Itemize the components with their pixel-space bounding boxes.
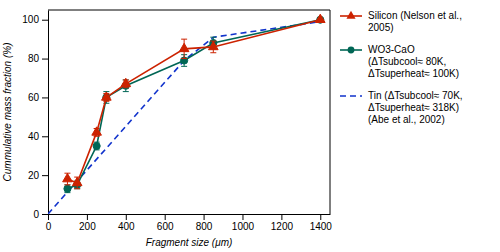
marker [209,41,219,49]
x-axis-title: Fragment size (μm) [146,237,233,248]
tick-label: 1200 [271,221,294,232]
error-bar-cap [210,52,216,53]
tick-mark [87,214,88,220]
tick-label: 1400 [310,221,333,232]
tick-mark [242,214,243,220]
error-bar-cap [181,39,187,40]
marker [315,14,325,22]
error-bar-cap [181,66,187,67]
legend-item: Tin (ΔTsubcool≈ 70K,ΔTsuperheat≈ 318K)(A… [340,90,463,125]
error-bar-cap [64,184,70,185]
tick-label: 600 [157,221,174,232]
error-bar-cap [123,87,129,88]
legend-marker [348,47,355,54]
tick-label: 100 [22,14,39,25]
tick-mark [42,20,48,21]
error-bar [64,185,70,193]
line [48,22,320,214]
axis-line [48,11,49,215]
tick-mark [165,214,166,220]
tick: 20 [28,170,48,181]
series [64,16,324,192]
tick-label: 80 [28,53,40,64]
tick-mark [204,214,205,220]
tick: 200 [79,214,96,232]
tick-mark [42,175,48,176]
chart: 0 200 400 600 800 1000 1200 1400 0 20 40 60 80 100 Fra… [0,0,500,252]
series [48,22,320,214]
x-axis: 0 200 400 600 800 1000 1200 1400 [46,214,333,232]
tick-mark [48,214,49,220]
legend-label: Silicon (Nelson et al.,2005) [368,10,462,33]
marker [72,177,82,185]
error-bar-cap [64,184,70,185]
tick: 600 [157,214,174,232]
tick: 0 [33,209,48,220]
tick-label: 0 [33,209,39,220]
tick-label: 400 [118,221,135,232]
error-bar-cap [74,188,80,189]
error-bar-cap [210,37,216,38]
tick: 80 [28,53,48,64]
marker [102,92,112,100]
tick-label: 200 [79,221,96,232]
tick-mark [281,214,282,220]
tick-label: 40 [28,131,40,142]
legend-item: WO3-CaO(ΔTsubcool≈ 80K,ΔTsuperheat≈ 100K… [340,44,459,79]
marker [179,43,189,51]
error-bar-cap [94,136,100,137]
legend-swatch [340,95,362,97]
tick-mark [42,136,48,137]
legend-marker [346,11,355,19]
legend-label: WO3-CaO(ΔTsubcool≈ 80K,ΔTsuperheat≈ 100K… [368,44,459,79]
error-bar-cap [123,91,129,92]
tick: 1400 [310,214,333,232]
error-bar-cap [74,188,80,189]
line [67,20,320,189]
tick: 400 [118,214,135,232]
series [63,14,325,189]
tick-label: 800 [196,221,213,232]
y-axis-title: Cummulative mass fraction (%) [2,43,13,182]
tick: 40 [28,131,48,142]
tick-label: 60 [28,92,40,103]
legend-item: Silicon (Nelson et al.,2005) [340,10,462,33]
tick: 0 [46,214,52,232]
marker [93,142,100,149]
plot-area: 0 200 400 600 800 1000 1200 1400 0 20 40 60 80 100 Fra… [2,10,332,248]
marker [92,127,102,135]
error-bar-cap [103,101,109,102]
legend: Silicon (Nelson et al.,2005) WO3-CaO(ΔTsu… [340,10,463,125]
marker [64,185,71,192]
tick-mark [42,214,48,215]
tick: 100 [22,14,48,25]
tick-label: 0 [46,221,52,232]
tick-mark [320,214,321,220]
tick: 800 [196,214,213,232]
tick-mark [42,97,48,98]
line [67,20,320,183]
legend-label: Tin (ΔTsubcool≈ 70K,ΔTsuperheat≈ 318K)(A… [368,90,463,125]
tick-label: 1000 [232,221,255,232]
marker [63,173,73,181]
error-bar-cap [181,58,187,59]
tick: 1000 [232,214,255,232]
y-axis: 0 20 40 60 80 100 [22,11,48,220]
tick-label: 20 [28,170,40,181]
tick-mark [42,59,48,60]
marker [121,78,131,86]
frame [330,10,331,214]
tick: 60 [28,92,48,103]
marks [48,14,325,214]
axis-line [49,214,331,215]
error-bar [94,142,100,150]
tick-mark [126,214,127,220]
tick: 1200 [271,214,294,232]
frame [48,10,330,11]
